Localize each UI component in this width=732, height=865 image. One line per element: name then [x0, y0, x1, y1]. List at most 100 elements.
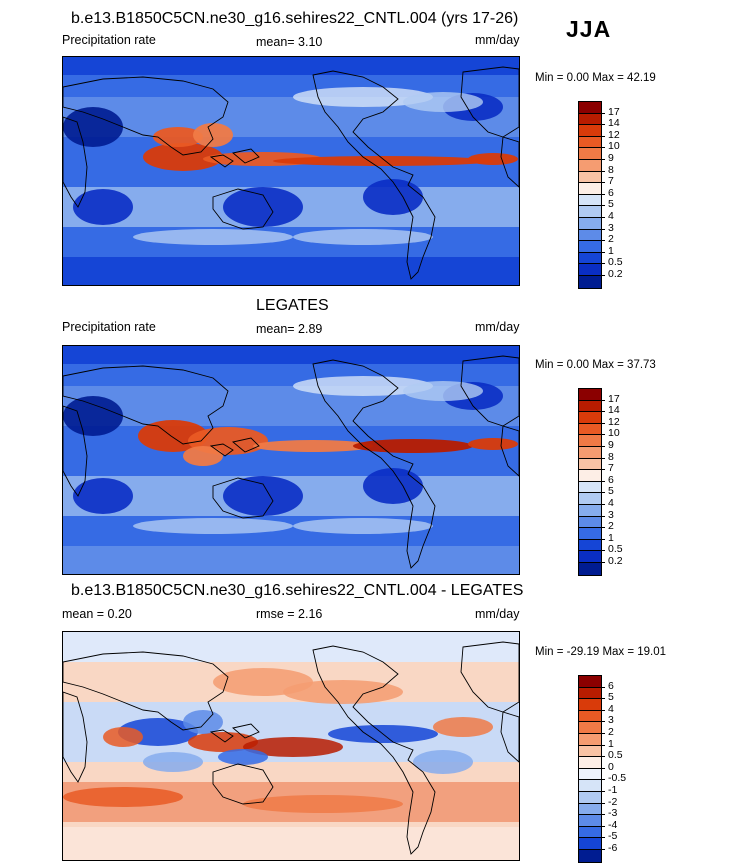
colorbar-tick-mark: [600, 434, 605, 436]
colorbar-tick-label: -3: [608, 807, 618, 820]
colorbar-tick-label: 2: [608, 233, 614, 246]
colorbar-swatch: [579, 757, 601, 769]
precip-map-field: [63, 57, 519, 285]
colorbar-swatch: [579, 791, 601, 804]
colorbar-swatch: [579, 504, 601, 517]
colorbar-swatch: [579, 826, 601, 839]
colorbar-tick-mark: [600, 779, 605, 781]
colorbar-swatch: [579, 676, 601, 688]
colorbar-tick-mark: [600, 275, 605, 276]
colorbar-tick-label: 1: [608, 737, 614, 750]
panel-model-map: [62, 56, 520, 286]
colorbar-tick-label: 1: [608, 531, 614, 544]
colorbar-swatch: [579, 194, 601, 207]
colorbar-tick-mark: [600, 446, 605, 447]
colorbar-tick-label: 5: [608, 485, 614, 498]
colorbar-tick-label: 1: [608, 244, 614, 257]
colorbar-tick-mark: [600, 698, 605, 700]
colorbar-swatch: [579, 838, 601, 850]
colorbar-tick-label: 3: [608, 714, 614, 727]
colorbar-tick-label: -6: [608, 842, 618, 854]
colorbar-swatch: [579, 551, 601, 563]
colorbar-swatch: [579, 722, 601, 734]
colorbar-tick-mark: [600, 217, 605, 218]
colorbar-tick-label: 8: [608, 163, 614, 176]
colorbar-swatch: [579, 687, 601, 700]
colorbar-tick-label: -1: [608, 784, 618, 796]
colorbar-tick-mark: [600, 135, 605, 137]
colorbar-tick-mark: [600, 733, 605, 734]
colorbar-tick-mark: [600, 263, 605, 265]
colorbar-tick-mark: [600, 686, 605, 688]
colorbar-tick-mark: [600, 422, 605, 424]
colorbar-swatch: [579, 275, 601, 288]
colorbar-tick-mark: [600, 814, 605, 816]
colorbar-tick-mark: [600, 399, 605, 401]
colorbar-tick-label: 5: [608, 198, 614, 211]
colorbar-swatch: [579, 528, 601, 540]
colorbar-tick-label: 10: [608, 427, 620, 440]
colorbar-swatch: [579, 102, 601, 114]
colorbar-tick-label: -2: [608, 795, 618, 808]
colorbar-tick-mark: [600, 791, 605, 792]
colorbar-tick-label: 7: [608, 462, 614, 475]
colorbar-swatch: [579, 539, 601, 552]
colorbar-swatch: [579, 803, 601, 816]
colorbar-tick-label: 2: [608, 726, 614, 738]
colorbar-swatch: [579, 252, 601, 265]
colorbar-tick-label: 6: [608, 186, 614, 199]
colorbar-tick-label: 3: [608, 221, 614, 234]
colorbar-tick-label: 12: [608, 128, 620, 141]
colorbar-tick-mark: [600, 709, 605, 711]
colorbar-swatch: [579, 699, 601, 711]
colorbar-tick-mark: [600, 159, 605, 160]
colorbar-tick-label: 2: [608, 520, 614, 533]
colorbar-tick-mark: [600, 849, 605, 850]
colorbar-tick-label: 8: [608, 450, 614, 463]
panel-diff-map: [62, 631, 520, 861]
colorbar-swatch: [579, 562, 601, 575]
colorbar-tick-label: 17: [608, 105, 620, 118]
panel-obs-map: [62, 345, 520, 575]
colorbar-tick-label: 14: [608, 117, 620, 130]
colorbar-swatch: [579, 780, 601, 792]
colorbar-tick-mark: [600, 756, 605, 758]
colorbar-tick-mark: [600, 492, 605, 494]
colorbar-tick-mark: [600, 825, 605, 827]
colorbar-tick-label: 6: [608, 473, 614, 486]
colorbar-tick-mark: [600, 767, 605, 769]
colorbar-tick-label: 9: [608, 439, 614, 451]
colorbar-tick-mark: [600, 124, 605, 126]
colorbar-swatch: [579, 710, 601, 723]
colorbar-tick-label: 0.5: [608, 256, 623, 269]
colorbar-swatch: [579, 171, 601, 184]
colorbar-tick-label: 4: [608, 497, 614, 509]
colorbar-swatch: [579, 412, 601, 424]
colorbar-swatch: [579, 849, 601, 862]
colorbar-tick-label: 4: [608, 210, 614, 222]
colorbar-tick-label: 10: [608, 140, 620, 153]
colorbar-tick-label: 0: [608, 760, 614, 773]
colorbar-swatches: [578, 675, 602, 863]
colorbar-tick-mark: [600, 527, 605, 529]
panel-obs-units: mm/day: [475, 320, 520, 334]
colorbar-tick-mark: [600, 411, 605, 413]
colorbar-tick-mark: [600, 515, 605, 517]
panel-diff-mean: mean = 0.20: [62, 607, 132, 621]
colorbar-tick-mark: [600, 721, 605, 723]
colorbar-swatch: [579, 745, 601, 758]
colorbar-tick-mark: [600, 538, 605, 540]
colorbar-tick-mark: [600, 480, 605, 482]
precip-map-field: [63, 632, 519, 860]
colorbar-tick-label: 14: [608, 404, 620, 417]
panel-model-minmax: Min = 0.00 Max = 42.19: [535, 72, 656, 84]
colorbar-tick-mark: [600, 550, 605, 552]
colorbar-swatch: [579, 264, 601, 276]
colorbar-swatch: [579, 493, 601, 505]
colorbar-tick-label: -5: [608, 830, 618, 843]
panel-model-title: b.e13.B1850C5CN.ne30_g16.sehires22_CNTL.…: [71, 10, 519, 27]
colorbar-swatch: [579, 458, 601, 471]
colorbar-swatch: [579, 516, 601, 529]
colorbar-tick-mark: [600, 228, 605, 230]
colorbar-tick-label: 17: [608, 392, 620, 405]
